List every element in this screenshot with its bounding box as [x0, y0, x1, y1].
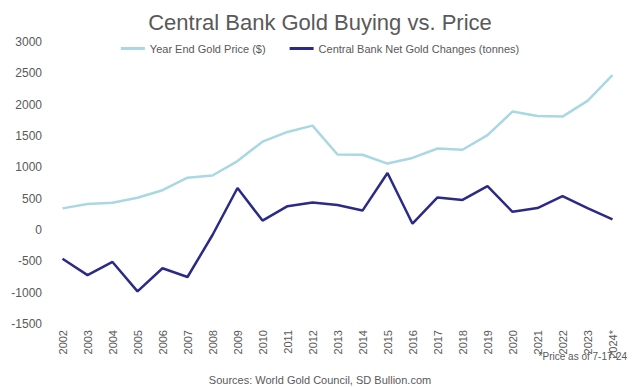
svg-text:0: 0: [35, 223, 42, 237]
svg-text:2020: 2020: [507, 330, 519, 354]
svg-text:Central Bank Gold Buying vs. P: Central Bank Gold Buying vs. Price: [148, 10, 492, 35]
svg-text:Central Bank Net Gold Changes: Central Bank Net Gold Changes (tonnes): [319, 43, 520, 55]
svg-text:Year End Gold Price ($): Year End Gold Price ($): [150, 43, 266, 55]
svg-text:2023: 2023: [581, 330, 594, 355]
svg-text:2007: 2007: [182, 330, 194, 354]
svg-text:2000: 2000: [15, 98, 42, 112]
svg-text:2014: 2014: [357, 330, 369, 354]
svg-text:500: 500: [22, 192, 42, 206]
svg-text:2019: 2019: [482, 330, 494, 354]
svg-text:2012: 2012: [307, 330, 319, 354]
svg-text:2017: 2017: [432, 330, 444, 354]
svg-text:-500: -500: [18, 254, 42, 268]
svg-text:2013: 2013: [332, 330, 344, 354]
svg-text:2002: 2002: [57, 330, 69, 354]
svg-text:1000: 1000: [15, 160, 42, 174]
svg-text:2015: 2015: [382, 330, 394, 354]
svg-text:2024*: 2024*: [606, 330, 619, 359]
svg-text:Sources: World Gold Council, S: Sources: World Gold Council, SD Bullion.…: [209, 374, 431, 386]
svg-text:1500: 1500: [15, 129, 42, 143]
svg-text:-1000: -1000: [11, 286, 42, 300]
svg-text:2018: 2018: [457, 330, 469, 354]
svg-text:*Price as of 7-17-24: *Price as of 7-17-24: [539, 351, 628, 362]
svg-text:2500: 2500: [15, 66, 42, 80]
svg-text:2016: 2016: [407, 330, 419, 354]
svg-text:2022: 2022: [556, 330, 569, 355]
svg-text:2010: 2010: [257, 330, 269, 354]
svg-text:2006: 2006: [157, 330, 169, 354]
svg-text:2021: 2021: [531, 330, 544, 355]
svg-text:-1500: -1500: [11, 317, 42, 331]
svg-text:3000: 3000: [15, 35, 42, 49]
svg-text:2011: 2011: [282, 330, 294, 354]
svg-text:2004: 2004: [107, 330, 119, 354]
svg-text:2005: 2005: [132, 330, 144, 354]
svg-text:2003: 2003: [82, 330, 94, 354]
svg-text:2008: 2008: [207, 330, 219, 354]
svg-text:2009: 2009: [232, 330, 244, 354]
